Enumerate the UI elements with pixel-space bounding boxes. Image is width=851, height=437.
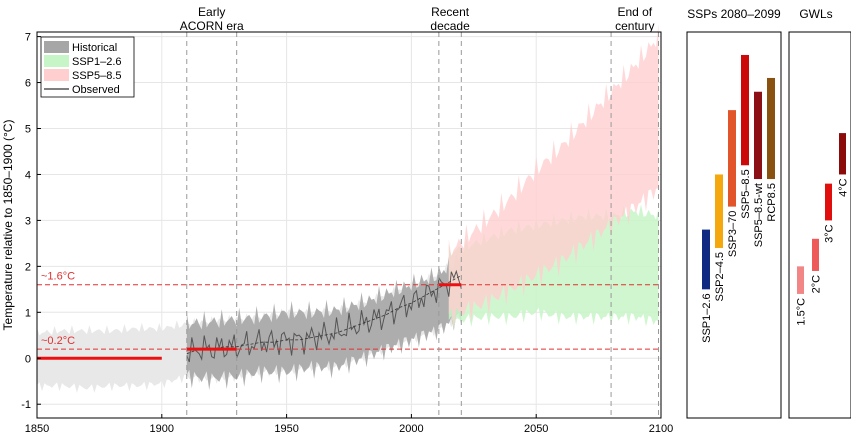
y-tick-label: -1 — [21, 399, 31, 411]
ssp585-band — [448, 23, 659, 329]
y-tick-label: 2 — [25, 261, 31, 273]
axes: 1850 1900 1950 2000 2050 2100 -1 0 1 2 3 4 5 6 7 — [21, 31, 673, 435]
panel-title: GWLs — [799, 7, 832, 21]
range-bar-label: RCP8.5 — [766, 183, 778, 222]
range-bar-label: SSP1–2.6 — [701, 293, 713, 343]
observed-series — [186, 269, 462, 363]
x-tick-label: 1950 — [274, 423, 298, 435]
range-bar-label: 3°C — [824, 224, 836, 243]
period-label-line: End of — [617, 5, 652, 19]
observed-line — [186, 269, 462, 363]
legend-label: Historical — [72, 42, 117, 54]
legend-label: SSP5–8.5 — [72, 70, 122, 82]
range-bar — [728, 110, 736, 207]
historical-band — [186, 253, 462, 390]
range-bar-label: SSP5–8.5 — [740, 169, 752, 219]
period-marker-label: Recent decade — [430, 5, 470, 33]
y-tick-label: 7 — [25, 32, 31, 44]
legend-swatch — [44, 41, 69, 53]
range-bar — [825, 183, 832, 221]
range-bar-label: 1.5°C — [796, 298, 808, 326]
reference-line-label: ~1.6°C — [41, 271, 75, 283]
range-bar-label: SSP3–70 — [727, 211, 739, 257]
gwl-panel: GWLs 1.5°C2°C 3°C 4°C — [788, 7, 851, 419]
observed-trend — [186, 275, 462, 355]
range-bar-label: SSP2–4.5 — [714, 252, 726, 302]
y-tick-label: 3 — [25, 215, 31, 227]
period-marker-label: End of century — [615, 5, 654, 33]
range-bar — [715, 174, 723, 248]
period-label-line: decade — [430, 19, 470, 33]
y-tick-label: 5 — [25, 124, 31, 136]
range-bar — [767, 77, 775, 180]
panel-title: SSPs 2080–2099 — [687, 7, 781, 21]
range-bar — [797, 266, 804, 294]
legend: Historical SSP1–2.6 SSP5–8.5 Observed — [40, 36, 135, 98]
legend-swatch — [44, 69, 69, 81]
reference-line-label: ~0.2°C — [41, 335, 75, 347]
x-tick-label: 2050 — [524, 423, 548, 435]
reference-lines: ~0.2°C ~1.6°C — [37, 271, 661, 350]
panel-frame — [686, 31, 782, 419]
period-label-line: Early — [198, 5, 225, 19]
range-bar-label: 4°C — [838, 178, 850, 197]
x-tick-label: 1850 — [25, 423, 49, 435]
y-tick-label: 4 — [25, 169, 31, 181]
range-bar — [702, 229, 710, 290]
x-tick-label: 2000 — [399, 423, 423, 435]
x-tick-label: 2100 — [649, 423, 673, 435]
legend-swatch — [44, 55, 69, 67]
legend-label: SSP1–2.6 — [72, 56, 122, 68]
range-bar — [754, 91, 762, 180]
y-axis-label: Temperature relative to 1850–1900 (°C) — [1, 120, 15, 331]
y-tick-label: 6 — [25, 78, 31, 90]
period-markers: Early ACORN era Recent decade End of century — [180, 5, 660, 418]
range-bar-label: 2°C — [811, 275, 823, 294]
range-bar — [741, 54, 749, 166]
panel-frame — [788, 31, 851, 419]
period-marker-label: Early ACORN era — [180, 5, 244, 33]
y-tick-label: 1 — [25, 307, 31, 319]
period-label-line: century — [615, 19, 654, 33]
y-tick-label: 0 — [25, 353, 31, 365]
range-bar-label: SSP5–8.5-wt — [753, 183, 765, 247]
range-bar — [839, 133, 846, 175]
range-bar — [812, 238, 819, 271]
period-label-line: Recent — [431, 5, 470, 19]
period-mean-bars — [37, 283, 462, 360]
main-axes-box — [36, 31, 662, 419]
period-label-line: ACORN era — [180, 19, 244, 33]
legend-label: Observed — [72, 84, 120, 96]
ssp-panel: SSPs 2080–2099SSP1–2.6SSP2–4.5SSP3–70SSP… — [686, 7, 782, 419]
x-tick-label: 1900 — [150, 423, 174, 435]
